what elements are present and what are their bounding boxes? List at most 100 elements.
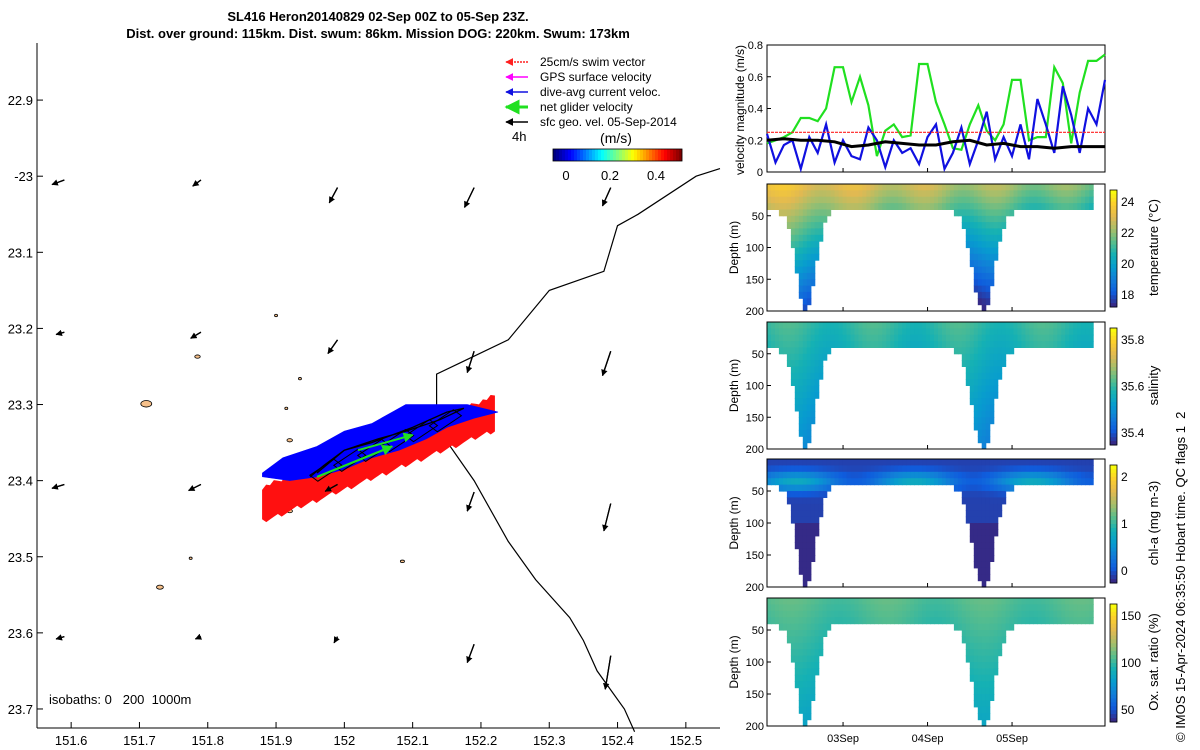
section-cell [989, 623, 995, 631]
section-cell [794, 234, 800, 242]
section-colorbar-cell [1110, 559, 1117, 564]
section-cell [782, 322, 788, 329]
section-cells-oxygen [767, 598, 1094, 727]
section-cell [822, 478, 828, 486]
section-cell [910, 459, 915, 466]
section-cell [798, 391, 804, 399]
section-cell [997, 491, 1003, 498]
section-cell [938, 203, 943, 210]
section-cell [969, 516, 975, 524]
section-cell [1021, 190, 1027, 198]
section-cell [989, 503, 995, 511]
section-cell [890, 604, 895, 612]
colorbar-tick-2: 0.4 [647, 168, 665, 183]
section-cell [1013, 617, 1019, 625]
section-cell [1025, 322, 1031, 329]
section-cell [918, 465, 923, 473]
section-cell [969, 241, 975, 249]
section-cell [918, 617, 923, 625]
section-cell [894, 465, 899, 473]
section-cell [1037, 328, 1042, 336]
section-cell [810, 334, 816, 342]
section-cell [949, 465, 955, 473]
section-cell [993, 623, 999, 631]
section-colorbar-cell [1110, 283, 1117, 288]
section-cell [985, 398, 991, 406]
section-cell [965, 228, 971, 236]
section-cell [973, 471, 979, 479]
colorbar-cell [628, 149, 632, 161]
section-cell [802, 491, 808, 498]
section-colorbar-cell [1110, 694, 1117, 699]
colorbar-cell [601, 149, 605, 161]
section-cell [1073, 598, 1078, 605]
section-cell [898, 190, 903, 198]
section-cell [989, 681, 995, 689]
section-cell [1049, 190, 1054, 198]
section-cell [818, 334, 824, 342]
section-cell [1037, 341, 1042, 348]
section-cell [834, 341, 840, 348]
section-cell [790, 328, 796, 336]
section-cell [1053, 478, 1058, 486]
section-cell [973, 247, 979, 255]
section-cell [1049, 598, 1054, 605]
section-cell [790, 228, 796, 236]
section-cell [782, 328, 788, 336]
isobath-label: isobaths: 0 200 1000m [49, 692, 191, 707]
section-cell [786, 497, 792, 505]
section-cell [965, 372, 971, 380]
section-cell [771, 334, 776, 342]
section-cell [806, 322, 812, 329]
section-cell [806, 610, 812, 618]
section-cell [1017, 471, 1023, 479]
section-cell [949, 610, 955, 618]
section-cell [1061, 334, 1066, 342]
section-cell [894, 341, 899, 348]
section-cell [858, 322, 864, 329]
section-cell [798, 523, 804, 530]
section-cell [989, 497, 995, 505]
section-cell [985, 372, 991, 380]
section-cell [1005, 184, 1011, 191]
section-cell [985, 497, 991, 505]
section-cell [790, 372, 796, 380]
section-cell [1065, 328, 1070, 336]
section-cell [1041, 610, 1046, 618]
section-cell [1025, 328, 1031, 336]
velocity-series-net [766, 53, 1106, 157]
section-cell [810, 523, 816, 530]
section-cell [802, 642, 808, 650]
section-cell [1005, 328, 1011, 336]
section-cell [977, 687, 983, 695]
section-cell [985, 209, 991, 217]
section-cell [802, 398, 808, 406]
section-cell [810, 385, 816, 393]
section-cell [989, 228, 995, 236]
section-cell [930, 334, 935, 342]
section-colorbar-cell [1110, 232, 1117, 238]
section-colorbar-cell [1110, 663, 1117, 668]
section-cell [778, 334, 784, 342]
section-cell [993, 465, 999, 473]
section-cell [942, 471, 947, 479]
time-step-label: 4h [512, 129, 526, 144]
section-cell [985, 655, 991, 663]
section-cell [1017, 604, 1023, 612]
section-cell [1077, 617, 1082, 625]
section-cell [1001, 190, 1007, 198]
section-cell [822, 471, 828, 479]
section-cell [993, 184, 999, 191]
section-cell [814, 523, 820, 530]
section-cell [786, 623, 792, 631]
section-cell [794, 465, 800, 473]
section-cell [794, 360, 800, 367]
section-cell [985, 347, 991, 355]
section-cell [902, 184, 907, 191]
section-cell [767, 459, 772, 466]
section-cell [814, 215, 820, 223]
section-cell [1057, 610, 1062, 618]
section-cell [981, 459, 987, 466]
section-cell [1089, 203, 1094, 210]
section-cell [973, 510, 979, 518]
